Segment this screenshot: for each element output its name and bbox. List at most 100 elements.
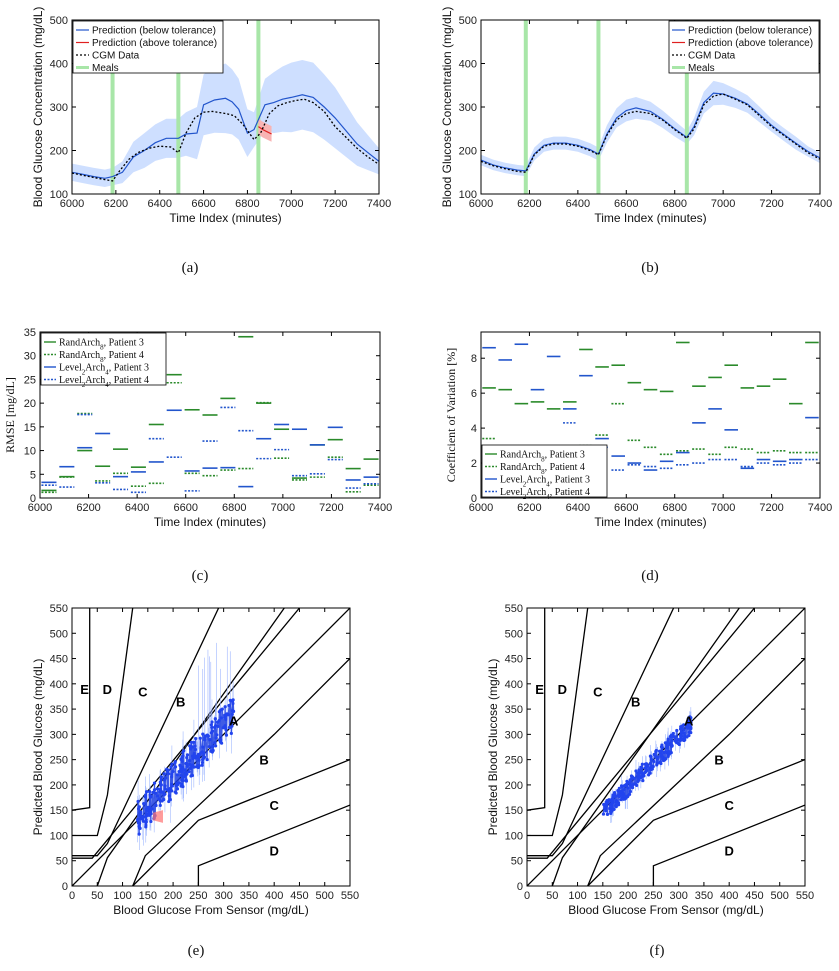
y-tick-label: 0 <box>62 881 68 893</box>
prediction-point <box>652 752 656 757</box>
y-tick-label: 350 <box>505 704 523 716</box>
prediction-point <box>666 740 670 744</box>
prediction-point <box>205 757 209 762</box>
prediction-point <box>144 812 149 816</box>
zone-boundary <box>72 608 91 811</box>
panel-caption: (b) <box>641 260 659 276</box>
prediction-point <box>689 720 693 724</box>
zone-label: D <box>558 682 567 697</box>
series-1 <box>41 381 379 494</box>
prediction-point <box>612 807 616 811</box>
series-2 <box>482 343 819 471</box>
x-tick-label: 6000 <box>60 198 84 210</box>
x-tick-label: 6800 <box>222 502 246 514</box>
legend: Prediction (below tolerance)Prediction (… <box>72 20 224 74</box>
y-tick-label: 550 <box>505 603 523 615</box>
prediction-point <box>202 755 207 759</box>
legend-entry: Level2Arch4, Patient 4 <box>59 375 149 389</box>
legend-entry: RandArch8, Patient 3 <box>500 450 585 464</box>
prediction-point <box>189 766 193 770</box>
prediction-point <box>649 755 653 759</box>
zone-label: B <box>714 753 723 768</box>
y-tick-label: 500 <box>50 628 68 640</box>
prediction-point <box>170 775 174 779</box>
prediction-point <box>170 784 174 788</box>
prediction-point <box>670 738 674 743</box>
y-tick-label: 550 <box>50 603 68 615</box>
legend: Prediction (below tolerance)Prediction (… <box>668 20 820 74</box>
prediction-point <box>640 766 644 771</box>
x-tick-label: 150 <box>594 890 612 902</box>
prediction-point <box>155 794 160 798</box>
x-tick-label: 6400 <box>566 502 590 514</box>
x-axis-label: Blood Glucose From Sensor (mg/dL) <box>113 903 308 917</box>
zone-label: E <box>535 682 544 697</box>
above-tolerance-points <box>152 810 163 823</box>
prediction-point <box>646 763 650 768</box>
prediction-point <box>174 791 178 795</box>
prediction-point <box>144 820 148 824</box>
y-axis-label: Blood Glucose Concentration (mg/dL) <box>31 7 45 208</box>
prediction-point <box>213 741 217 745</box>
y-tick-label: 200 <box>505 780 523 792</box>
prediction-point <box>154 791 158 795</box>
prediction-point <box>161 790 165 794</box>
prediction-point <box>679 734 684 738</box>
zone-boundary <box>96 608 285 886</box>
prediction-point <box>182 749 186 753</box>
y-tick-label: 500 <box>459 15 477 27</box>
prediction-point <box>224 717 228 722</box>
prediction-point <box>175 773 179 777</box>
y-tick-label: 350 <box>50 704 68 716</box>
panel-caption: (e) <box>188 943 205 959</box>
x-tick-label: 7200 <box>323 198 347 210</box>
y-tick-label: 30 <box>24 351 36 363</box>
zone-boundary <box>527 608 589 837</box>
prediction-point <box>230 712 234 716</box>
panel-caption: (a) <box>182 260 199 276</box>
y-tick-label: 0 <box>517 881 523 893</box>
prediction-point <box>649 757 654 762</box>
legend-entry: Prediction (above tolerance) <box>92 38 217 49</box>
x-axis-label: Time Index (minutes) <box>154 515 266 529</box>
legend-entry: Prediction (above tolerance) <box>688 38 813 49</box>
prediction-point <box>170 772 174 776</box>
prediction-point <box>193 744 197 748</box>
y-tick-label: 400 <box>50 679 68 691</box>
prediction-point <box>610 801 615 805</box>
x-tick-label: 300 <box>669 890 687 902</box>
prediction-point <box>209 723 213 727</box>
prediction-point <box>637 778 641 782</box>
y-tick-label: 150 <box>505 805 523 817</box>
prediction-point <box>139 810 143 814</box>
prediction-cloud <box>601 707 693 823</box>
prediction-point <box>206 734 210 738</box>
prediction-point <box>159 775 164 779</box>
zone-label: A <box>684 713 694 728</box>
prediction-point <box>192 765 196 769</box>
prediction-point <box>163 784 167 788</box>
y-tick-label: 10 <box>24 446 36 458</box>
prediction-point <box>231 709 236 713</box>
zone-boundary <box>551 608 740 886</box>
prediction-point <box>213 717 217 721</box>
x-axis-label: Time Index (minutes) <box>169 211 281 225</box>
prediction-point <box>648 771 652 775</box>
prediction-point <box>180 770 184 774</box>
zone-boundary <box>72 608 300 859</box>
legend-entry: RandArch8, Patient 4 <box>59 350 144 364</box>
x-tick-label: 7200 <box>759 198 783 210</box>
zone-label: E <box>80 682 89 697</box>
prediction-point <box>185 762 189 766</box>
prediction-point <box>675 728 679 733</box>
prediction-point <box>141 819 145 823</box>
prediction-point <box>655 755 660 759</box>
x-tick-label: 100 <box>568 890 586 902</box>
prediction-point <box>194 736 198 741</box>
y-tick-label: 6 <box>471 388 477 400</box>
prediction-point <box>679 730 684 734</box>
prediction-point <box>627 792 632 796</box>
legend-box <box>668 20 820 74</box>
prediction-point <box>188 759 192 763</box>
zone-boundary <box>587 658 805 886</box>
